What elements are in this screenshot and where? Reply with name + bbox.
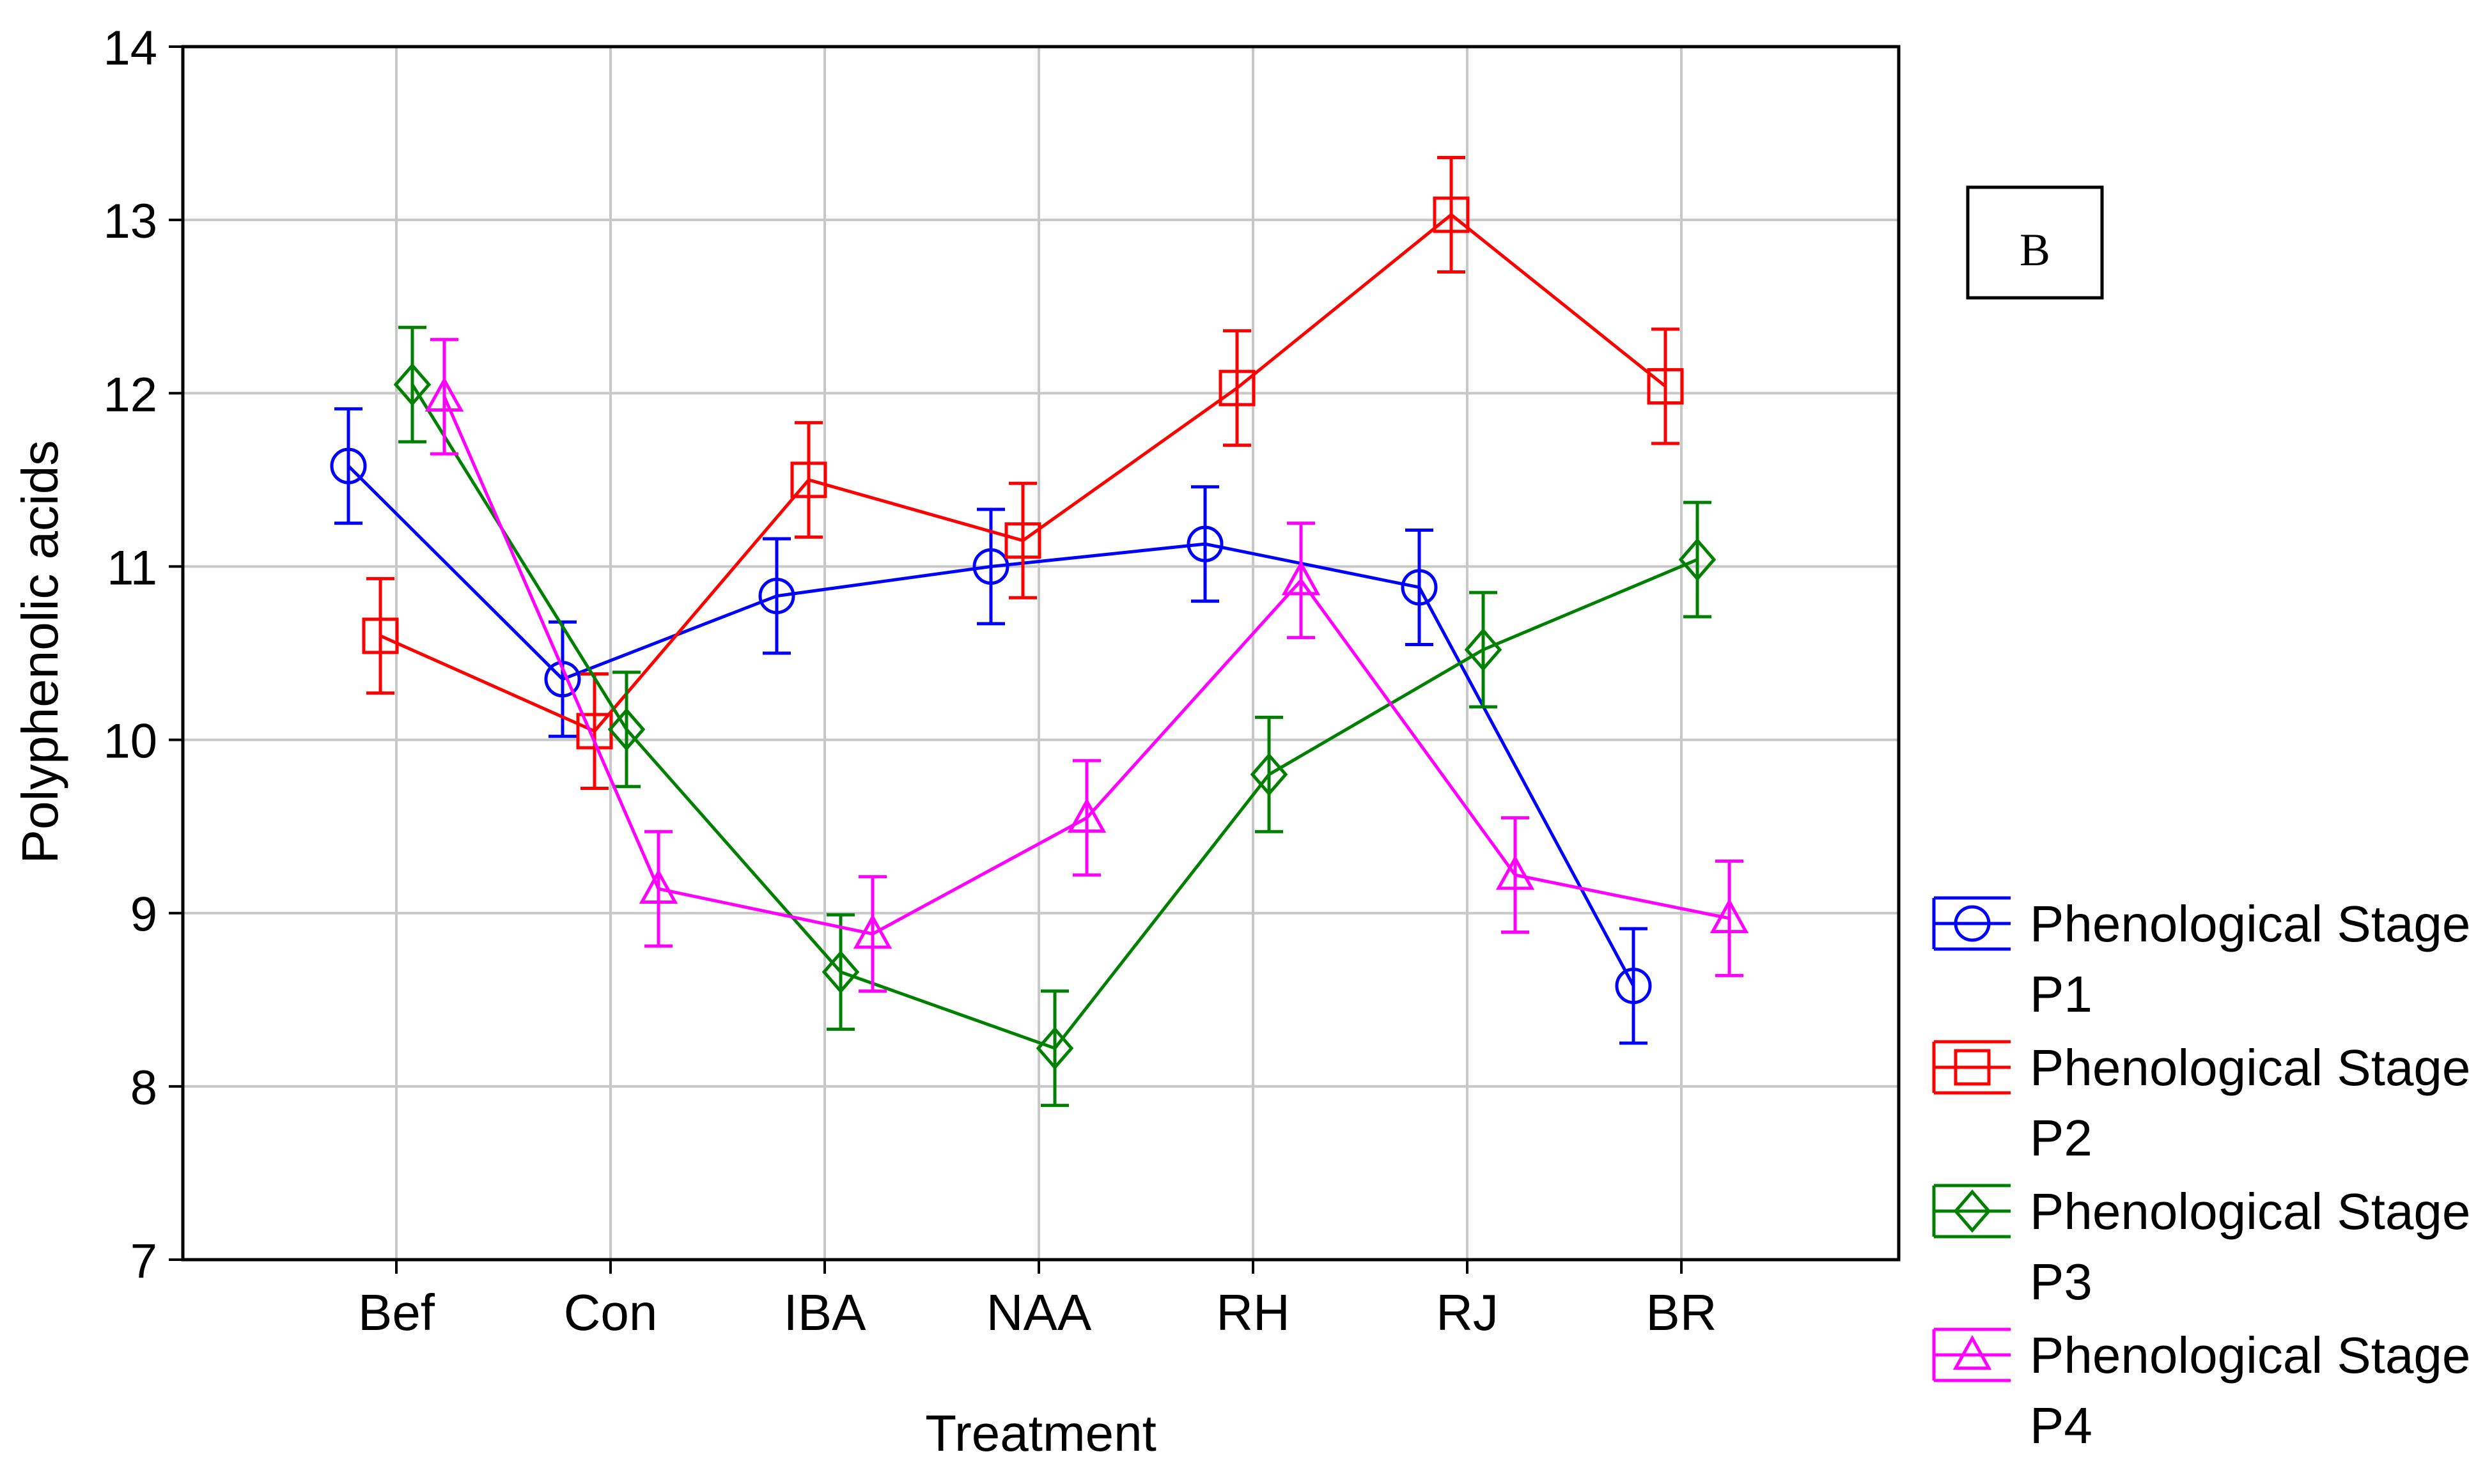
series-p2 <box>362 156 1684 790</box>
axis-ticks: 7 8 9 10 11 12 13 14 Bef Con IBA NAA RH RJ BR <box>103 21 1717 1341</box>
legend-item-p4: Phenological Stage P4 <box>1932 1327 2469 1454</box>
data-point-p4 <box>424 376 464 412</box>
data-point-p1 <box>972 548 1009 585</box>
data-point-p4 <box>1495 854 1535 890</box>
data-point-p4 <box>1710 898 1749 934</box>
panel-label-box <box>1966 185 2104 300</box>
data-point-p3 <box>1464 628 1502 672</box>
data-point-p1 <box>758 578 795 615</box>
legend-marker-p1 <box>1954 905 1991 942</box>
data-point-p1 <box>1401 569 1438 606</box>
data-point-p1 <box>544 661 581 698</box>
x-tick-label: Bef <box>358 1284 435 1341</box>
data-point-p4 <box>1281 560 1321 596</box>
legend-label: Phenological Stage <box>2030 1039 2469 1096</box>
legend-marker-p2 <box>1954 1049 1991 1086</box>
panel-label: B <box>2020 224 2050 275</box>
series-p4 <box>424 337 1749 993</box>
y-tick-label: 8 <box>130 1061 157 1115</box>
legend-label: Phenological Stage <box>2030 895 2469 952</box>
y-tick-label: 11 <box>107 541 157 595</box>
data-point-p3 <box>1678 537 1717 582</box>
legend-label: Phenological Stage <box>2030 1183 2469 1240</box>
series-p3 <box>393 325 1717 1108</box>
x-tick-label: IBA <box>784 1284 867 1341</box>
legend-label: Phenological Stage <box>2030 1327 2469 1384</box>
y-tick-label: 9 <box>130 888 157 942</box>
legend-label-suffix: P3 <box>2030 1253 2092 1310</box>
legend: Phenological Stage P1 Phenological Stage P2… <box>1932 895 2469 1454</box>
data-point-p1 <box>1615 968 1652 1005</box>
data-point-p2 <box>1647 367 1684 405</box>
x-tick-label: RH <box>1216 1284 1290 1341</box>
y-tick-label: 14 <box>103 21 157 75</box>
grid <box>183 47 1899 1260</box>
plot-frame <box>181 45 1901 1262</box>
x-tick-label: BR <box>1646 1284 1717 1341</box>
x-tick-label: RJ <box>1436 1284 1499 1341</box>
data-point-p4 <box>853 914 892 949</box>
data-point-p2 <box>1433 196 1470 233</box>
data-point-p3 <box>822 950 860 994</box>
series <box>330 156 1749 1108</box>
legend-label-suffix: P4 <box>2030 1397 2092 1454</box>
legend-item-p1: Phenological Stage P1 <box>1932 895 2469 1023</box>
x-axis-label: Treatment <box>925 1405 1157 1462</box>
y-tick-label: 7 <box>130 1234 157 1288</box>
data-point-p1 <box>1187 525 1224 562</box>
x-tick-label: NAA <box>986 1284 1092 1341</box>
legend-marker-p3 <box>1953 1189 1991 1233</box>
data-point-p2 <box>362 617 399 654</box>
legend-label-suffix: P2 <box>2030 1109 2092 1166</box>
legend-item-p2: Phenological Stage P2 <box>1932 1039 2469 1166</box>
data-point-p2 <box>1219 369 1256 406</box>
x-tick-label: Con <box>564 1284 658 1341</box>
data-point-p3 <box>1036 1026 1074 1070</box>
data-point-p3 <box>1250 752 1288 796</box>
legend-marker-p4 <box>1952 1334 1992 1370</box>
y-axis-label: Polyphenolic acids <box>12 440 68 864</box>
y-tick-label: 10 <box>103 715 157 769</box>
data-point-p2 <box>790 461 827 499</box>
data-point-p4 <box>1067 798 1107 833</box>
legend-label-suffix: P1 <box>2030 966 2092 1023</box>
y-tick-label: 12 <box>103 367 157 422</box>
data-point-p2 <box>1004 522 1041 559</box>
data-point-p4 <box>639 869 678 904</box>
data-point-p1 <box>330 447 367 484</box>
legend-item-p3: Phenological Stage P3 <box>1932 1183 2469 1310</box>
y-tick-label: 13 <box>103 194 157 249</box>
data-point-p3 <box>607 707 646 752</box>
data-point-p3 <box>393 362 432 406</box>
